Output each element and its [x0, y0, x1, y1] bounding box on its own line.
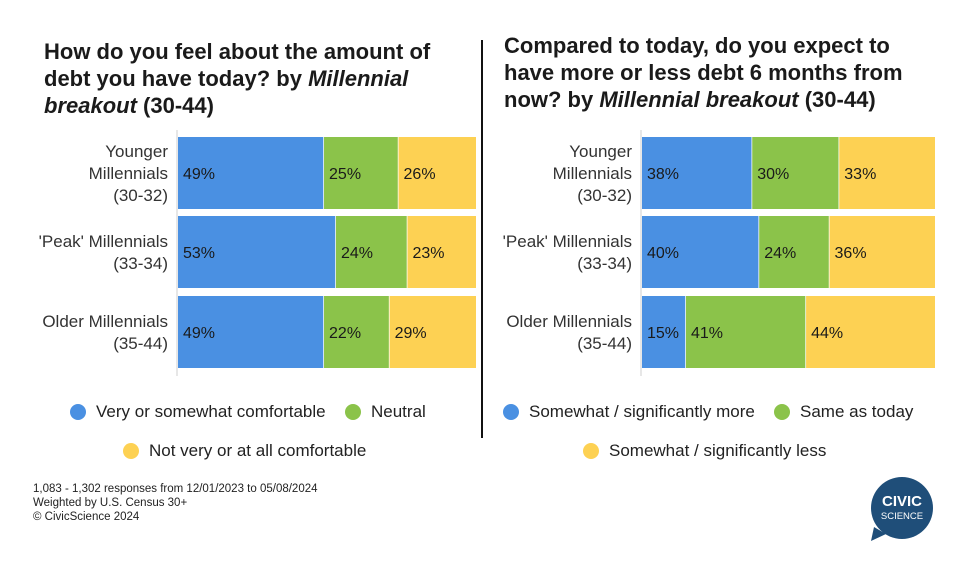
data-label: 49% [183, 325, 215, 342]
legend-swatch [70, 404, 86, 420]
data-label: 24% [764, 245, 796, 262]
bar-segment [839, 137, 935, 209]
data-label: 38% [647, 166, 679, 183]
right-chart-title: Compared to today, do you expect to have… [504, 33, 903, 112]
category-label: Younger [569, 142, 632, 161]
bar-segment [178, 137, 325, 209]
bar-segment [398, 137, 476, 209]
footnote-weighting: Weighted by U.S. Census 30+ [33, 497, 188, 509]
footnote-copyright: © CivicScience 2024 [33, 511, 140, 523]
legend-item-neutral: Neutral [345, 402, 426, 422]
bar-segment [178, 296, 325, 368]
data-label: 23% [412, 245, 444, 262]
category-label: (30-32) [577, 186, 632, 205]
bar-segment [642, 137, 753, 209]
category-label: Older Millennials [42, 312, 168, 331]
data-label: 26% [404, 166, 436, 183]
data-label: 24% [341, 245, 373, 262]
bar-segment [829, 216, 935, 288]
data-label: 41% [691, 325, 723, 342]
legend-item-less: Somewhat / significantly less [583, 441, 826, 461]
legend-swatch [123, 443, 139, 459]
data-label: 53% [183, 245, 215, 262]
bar-segment [335, 216, 408, 288]
legend-swatch [503, 404, 519, 420]
left-chart-title: How do you feel about the amount of debt… [44, 39, 431, 118]
category-label: (33-34) [577, 254, 632, 273]
legend-item-comfortable: Very or somewhat comfortable [70, 402, 326, 422]
panel-divider [481, 40, 483, 438]
data-label: 49% [183, 166, 215, 183]
data-label: 30% [757, 166, 789, 183]
category-label: 'Peak' Millennials [503, 232, 632, 251]
bar-segment [324, 296, 390, 368]
bar-segment [685, 296, 807, 368]
data-label: 15% [647, 325, 679, 342]
category-label: Older Millennials [506, 312, 632, 331]
bar-segment [642, 296, 686, 368]
data-label: 33% [844, 166, 876, 183]
bar-segment [806, 296, 935, 368]
footnote-responses: 1,083 - 1,302 responses from 12/01/2023 … [33, 483, 318, 495]
legend-swatch [774, 404, 790, 420]
bar-segment [752, 137, 840, 209]
legend-swatch [583, 443, 599, 459]
data-label: 29% [395, 325, 427, 342]
svg-text:SCIENCE: SCIENCE [881, 511, 923, 522]
category-label: (33-34) [113, 254, 168, 273]
category-label: 'Peak' Millennials [39, 232, 168, 251]
category-label: (35-44) [577, 334, 632, 353]
category-label: (35-44) [113, 334, 168, 353]
category-label: Millennials [89, 164, 168, 183]
bar-segment [324, 137, 399, 209]
data-label: 36% [835, 245, 867, 262]
civicscience-logo: CIVIC SCIENCE [871, 477, 933, 541]
legend-swatch [345, 404, 361, 420]
bar-segment [759, 216, 830, 288]
category-label: (30-32) [113, 186, 168, 205]
bar-segment [178, 216, 336, 288]
svg-text:CIVIC: CIVIC [882, 493, 922, 510]
data-label: 22% [329, 325, 361, 342]
category-label: Younger [105, 142, 168, 161]
data-label: 44% [811, 325, 843, 342]
legend-item-more: Somewhat / significantly more [503, 402, 755, 422]
legend-item-not-comfortable: Not very or at all comfortable [123, 441, 366, 461]
legend-item-same: Same as today [774, 402, 913, 422]
data-label: 25% [329, 166, 361, 183]
footnote: 1,083 - 1,302 responses from 12/01/2023 … [33, 482, 318, 524]
bar-segment [642, 216, 760, 288]
data-label: 40% [647, 245, 679, 262]
bar-segment [389, 296, 476, 368]
bar-segment [407, 216, 476, 288]
category-label: Millennials [553, 164, 632, 183]
